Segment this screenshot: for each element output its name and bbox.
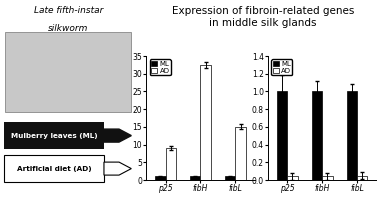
Bar — [201, 65, 211, 180]
Bar — [357, 176, 367, 180]
Bar — [312, 91, 322, 180]
Text: silkworm: silkworm — [48, 24, 89, 33]
Bar — [287, 176, 298, 180]
Bar — [4, 122, 104, 149]
Bar — [277, 91, 287, 180]
Bar — [4, 155, 104, 182]
Bar — [5, 32, 131, 112]
Text: Artificial diet (AD): Artificial diet (AD) — [17, 166, 91, 172]
Bar — [155, 176, 166, 180]
Legend: ML, AD: ML, AD — [271, 59, 293, 75]
Bar — [190, 176, 201, 180]
Text: Late fifth-instar: Late fifth-instar — [34, 6, 103, 15]
Legend: ML, AD: ML, AD — [150, 59, 171, 75]
Bar — [235, 127, 246, 180]
Bar — [322, 176, 332, 180]
Bar — [225, 176, 235, 180]
Text: Expression of fibroin-related genes
in middle silk glands: Expression of fibroin-related genes in m… — [172, 6, 354, 28]
FancyArrow shape — [104, 162, 131, 175]
Text: Mulberry leaves (ML): Mulberry leaves (ML) — [11, 133, 97, 139]
FancyArrow shape — [104, 129, 131, 142]
Bar — [166, 148, 176, 180]
Bar — [347, 91, 357, 180]
